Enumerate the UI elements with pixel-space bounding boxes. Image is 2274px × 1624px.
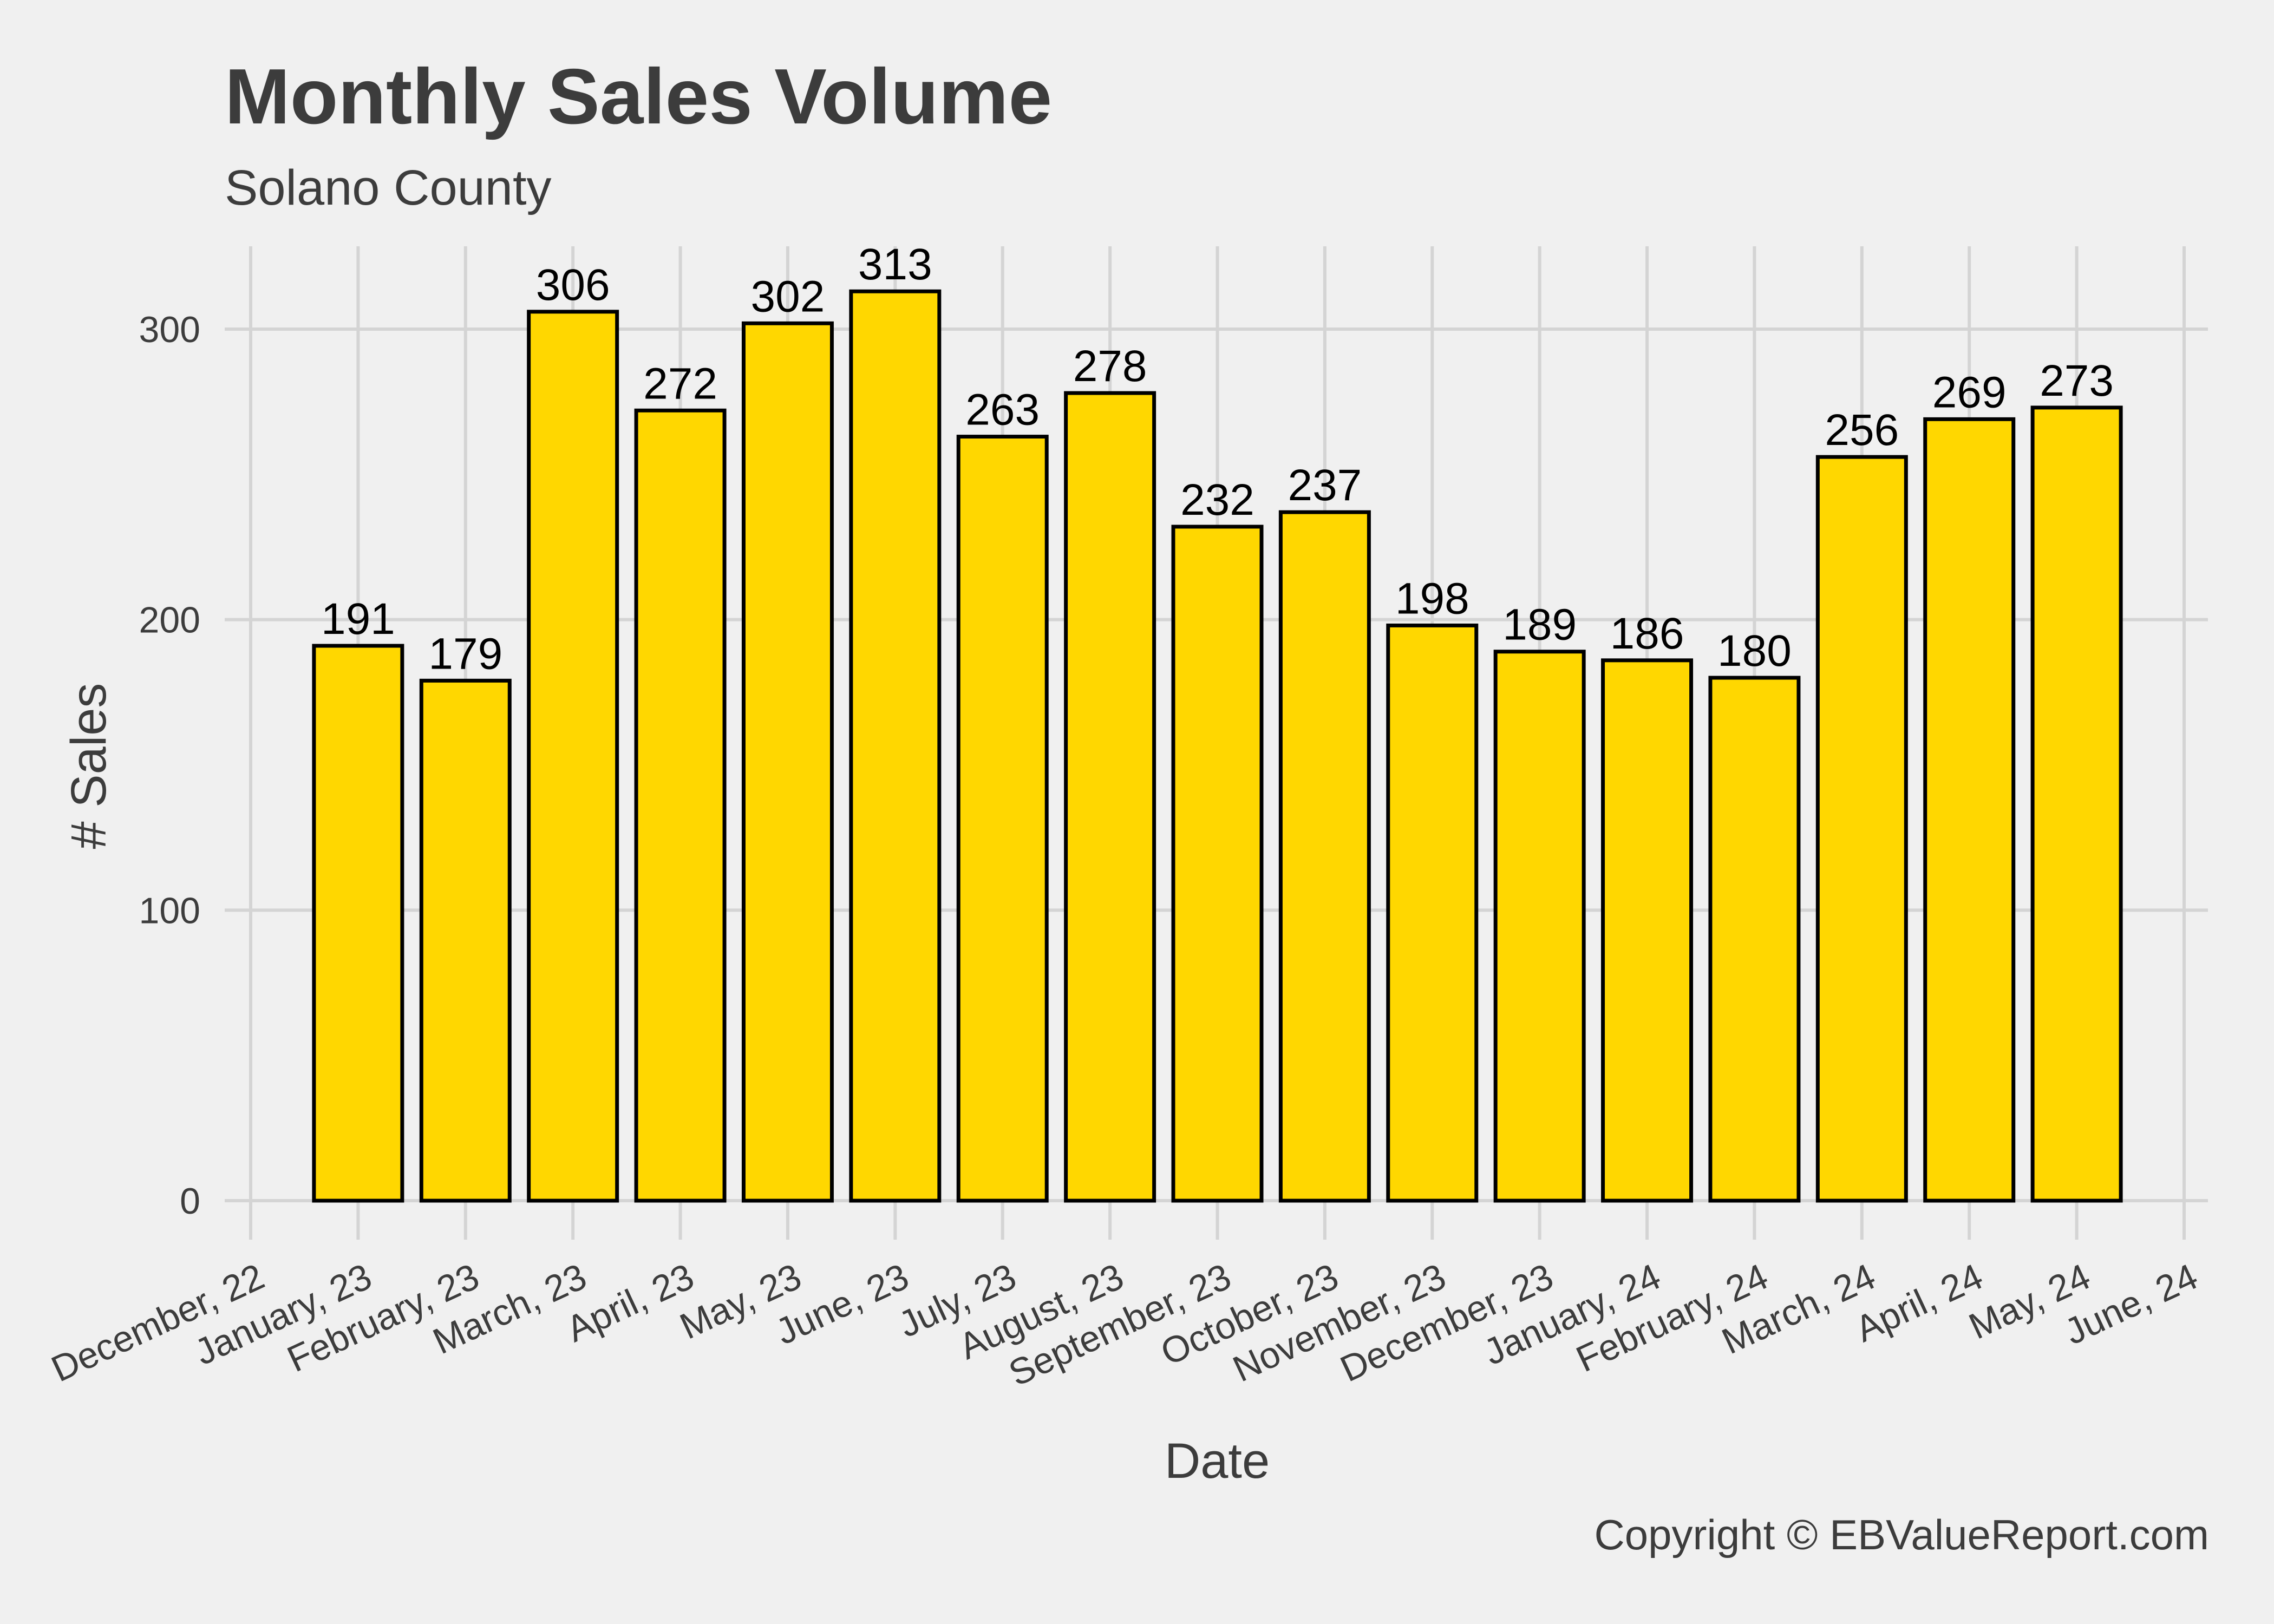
bar: [2030, 405, 2123, 1203]
bar-value-label: 273: [2040, 356, 2114, 405]
bar: [527, 310, 619, 1203]
chart-subtitle: Solano County: [225, 160, 552, 215]
y-axis-title: # Sales: [61, 683, 116, 849]
bar-value-label: 313: [858, 240, 932, 289]
y-tick-label: 200: [139, 600, 200, 641]
bar: [1171, 525, 1264, 1203]
bar-value-label: 256: [1825, 405, 1899, 455]
y-tick-label: 0: [180, 1181, 200, 1222]
bar-value-label: 198: [1395, 574, 1469, 623]
data-labels: 191 179 306 272 302 313 263 278 232 237 198 189 186 1…: [321, 240, 2114, 678]
bar-value-label: 272: [643, 359, 717, 408]
bar-value-label: 263: [965, 385, 1040, 435]
bar-value-label: 191: [321, 594, 395, 644]
bar: [1386, 623, 1479, 1203]
bars: [312, 289, 2123, 1203]
x-axis-title: Date: [1165, 1433, 1270, 1489]
bar-value-label: 180: [1717, 626, 1792, 676]
bar-value-label: 232: [1180, 475, 1254, 525]
bar: [1493, 650, 1586, 1203]
bar: [1923, 417, 2016, 1203]
bar-value-label: 186: [1610, 609, 1684, 658]
bar: [1601, 658, 1694, 1203]
bar: [1278, 510, 1371, 1203]
bar-value-label: 189: [1502, 600, 1577, 650]
bar-value-label: 306: [536, 260, 610, 310]
bar-value-label: 269: [1932, 368, 2007, 417]
bar: [956, 435, 1049, 1203]
y-tick-label: 100: [139, 890, 200, 931]
y-tick-label: 300: [139, 309, 200, 350]
bar: [1064, 391, 1156, 1203]
bar: [741, 321, 834, 1203]
y-axis-ticks: 0 100 200 300: [139, 309, 200, 1222]
bar-value-label: 278: [1073, 342, 1147, 391]
bar-value-label: 179: [428, 629, 502, 678]
bar-value-label: 237: [1288, 461, 1362, 510]
bar: [1815, 455, 1908, 1203]
copyright-caption: Copyright © EBValueReport.com: [1594, 1511, 2209, 1558]
bar: [1708, 676, 1801, 1203]
bar: [312, 644, 404, 1203]
bar: [849, 289, 942, 1203]
bar: [634, 408, 727, 1203]
bar: [419, 678, 512, 1203]
bar-value-label: 302: [751, 272, 825, 321]
chart-title: Monthly Sales Volume: [225, 53, 1053, 140]
